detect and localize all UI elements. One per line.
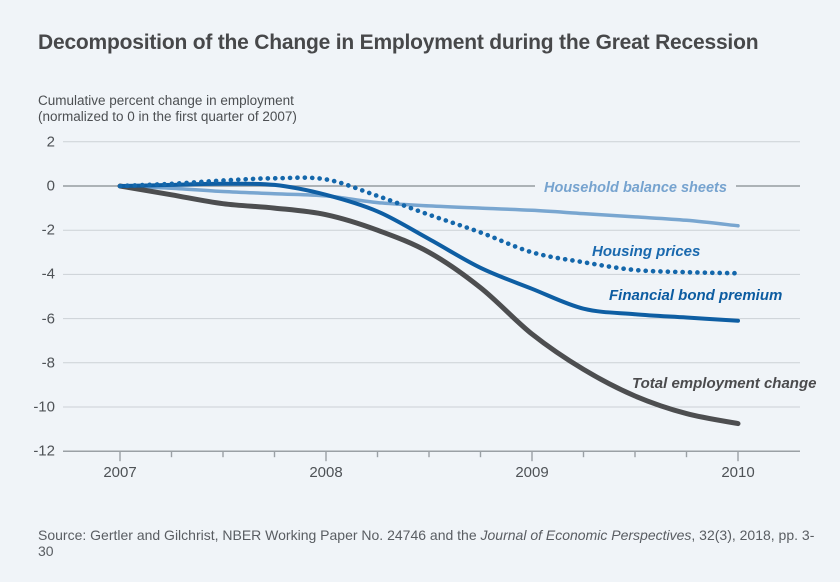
y-tick-label: -2 [41, 221, 55, 239]
series-line-bond [118, 181, 740, 323]
x-tick-label: 2010 [721, 464, 755, 482]
x-tick-label: 2008 [309, 464, 343, 482]
source-journal-name: Journal of Economic Perspectives [480, 527, 692, 543]
y-tick-label: -12 [33, 442, 55, 460]
y-tick-label: 0 [46, 177, 55, 195]
series-line-housing [117, 175, 741, 276]
series-label-total: Total employment change [632, 375, 817, 392]
series-line-total [117, 183, 741, 427]
subtitle-line-1: Cumulative percent change in employment [38, 93, 294, 108]
x-tick-label: 2007 [103, 464, 137, 482]
y-tick-label: -10 [33, 398, 55, 416]
y-tick-label: -8 [41, 354, 55, 372]
y-tick-label: 2 [46, 133, 55, 151]
series-label-bond: Financial bond premium [609, 287, 783, 304]
chart-title: Decomposition of the Change in Employmen… [38, 31, 759, 54]
y-tick-label: -4 [41, 265, 55, 283]
source-citation: Source: Gertler and Gilchrist, NBER Work… [38, 527, 828, 559]
source-text-suffix: , 32(3), 2018, pp. 3-30 [38, 527, 815, 559]
y-tick-label: -6 [41, 310, 55, 328]
series-line-household [118, 184, 740, 228]
subtitle-line-2: (normalized to 0 in the first quarter of… [38, 109, 297, 124]
source-text-prefix: Source: Gertler and Gilchrist, NBER Work… [38, 527, 481, 543]
chart-subtitle: Cumulative percent change in employment … [38, 93, 297, 125]
x-tick-label: 2009 [515, 464, 549, 482]
series-label-housing: Housing prices [592, 243, 701, 260]
series-label-household: Household balance sheets [535, 179, 736, 197]
